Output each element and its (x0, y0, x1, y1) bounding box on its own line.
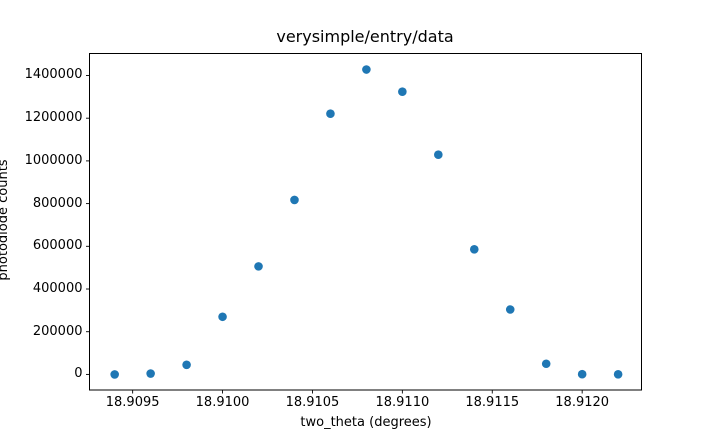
data-point (469, 244, 479, 254)
data-point (362, 65, 371, 74)
x-axis-label: two_theta (degrees) (300, 415, 432, 430)
data-point (254, 262, 263, 271)
data-point (110, 370, 119, 379)
data-point (434, 150, 443, 160)
x-tick-label: 18.9100 (195, 395, 250, 410)
data-point (577, 369, 587, 379)
data-point (326, 109, 335, 119)
y-tick-label: 1200000 (24, 110, 83, 126)
data-point (505, 305, 515, 314)
data-point (182, 360, 191, 370)
y-tick-label: 600000 (32, 238, 83, 254)
data-point (290, 195, 299, 205)
data-point (613, 370, 623, 379)
data-point (398, 87, 407, 97)
y-tick-label: 0 (74, 366, 83, 382)
y-tick-label: 1000000 (24, 152, 83, 168)
chart-title: verysimple/entry/data (276, 27, 454, 46)
axes-spines (89, 53, 642, 391)
x-tick-label: 18.9115 (465, 395, 520, 410)
x-tick-label: 18.9120 (555, 395, 610, 410)
data-point (146, 369, 155, 378)
x-tick-label: 18.9105 (285, 395, 340, 410)
data-point (541, 359, 551, 369)
x-tick-label: 18.9095 (105, 395, 160, 410)
y-tick-label: 1400000 (24, 67, 83, 83)
y-tick-label: 200000 (32, 323, 83, 339)
data-point (218, 312, 227, 322)
y-tick-label: 800000 (32, 195, 83, 211)
x-tick-label: 18.9110 (375, 395, 430, 410)
y-tick-label: 400000 (32, 280, 83, 296)
y-axis-label: photodiode counts (0, 159, 12, 281)
